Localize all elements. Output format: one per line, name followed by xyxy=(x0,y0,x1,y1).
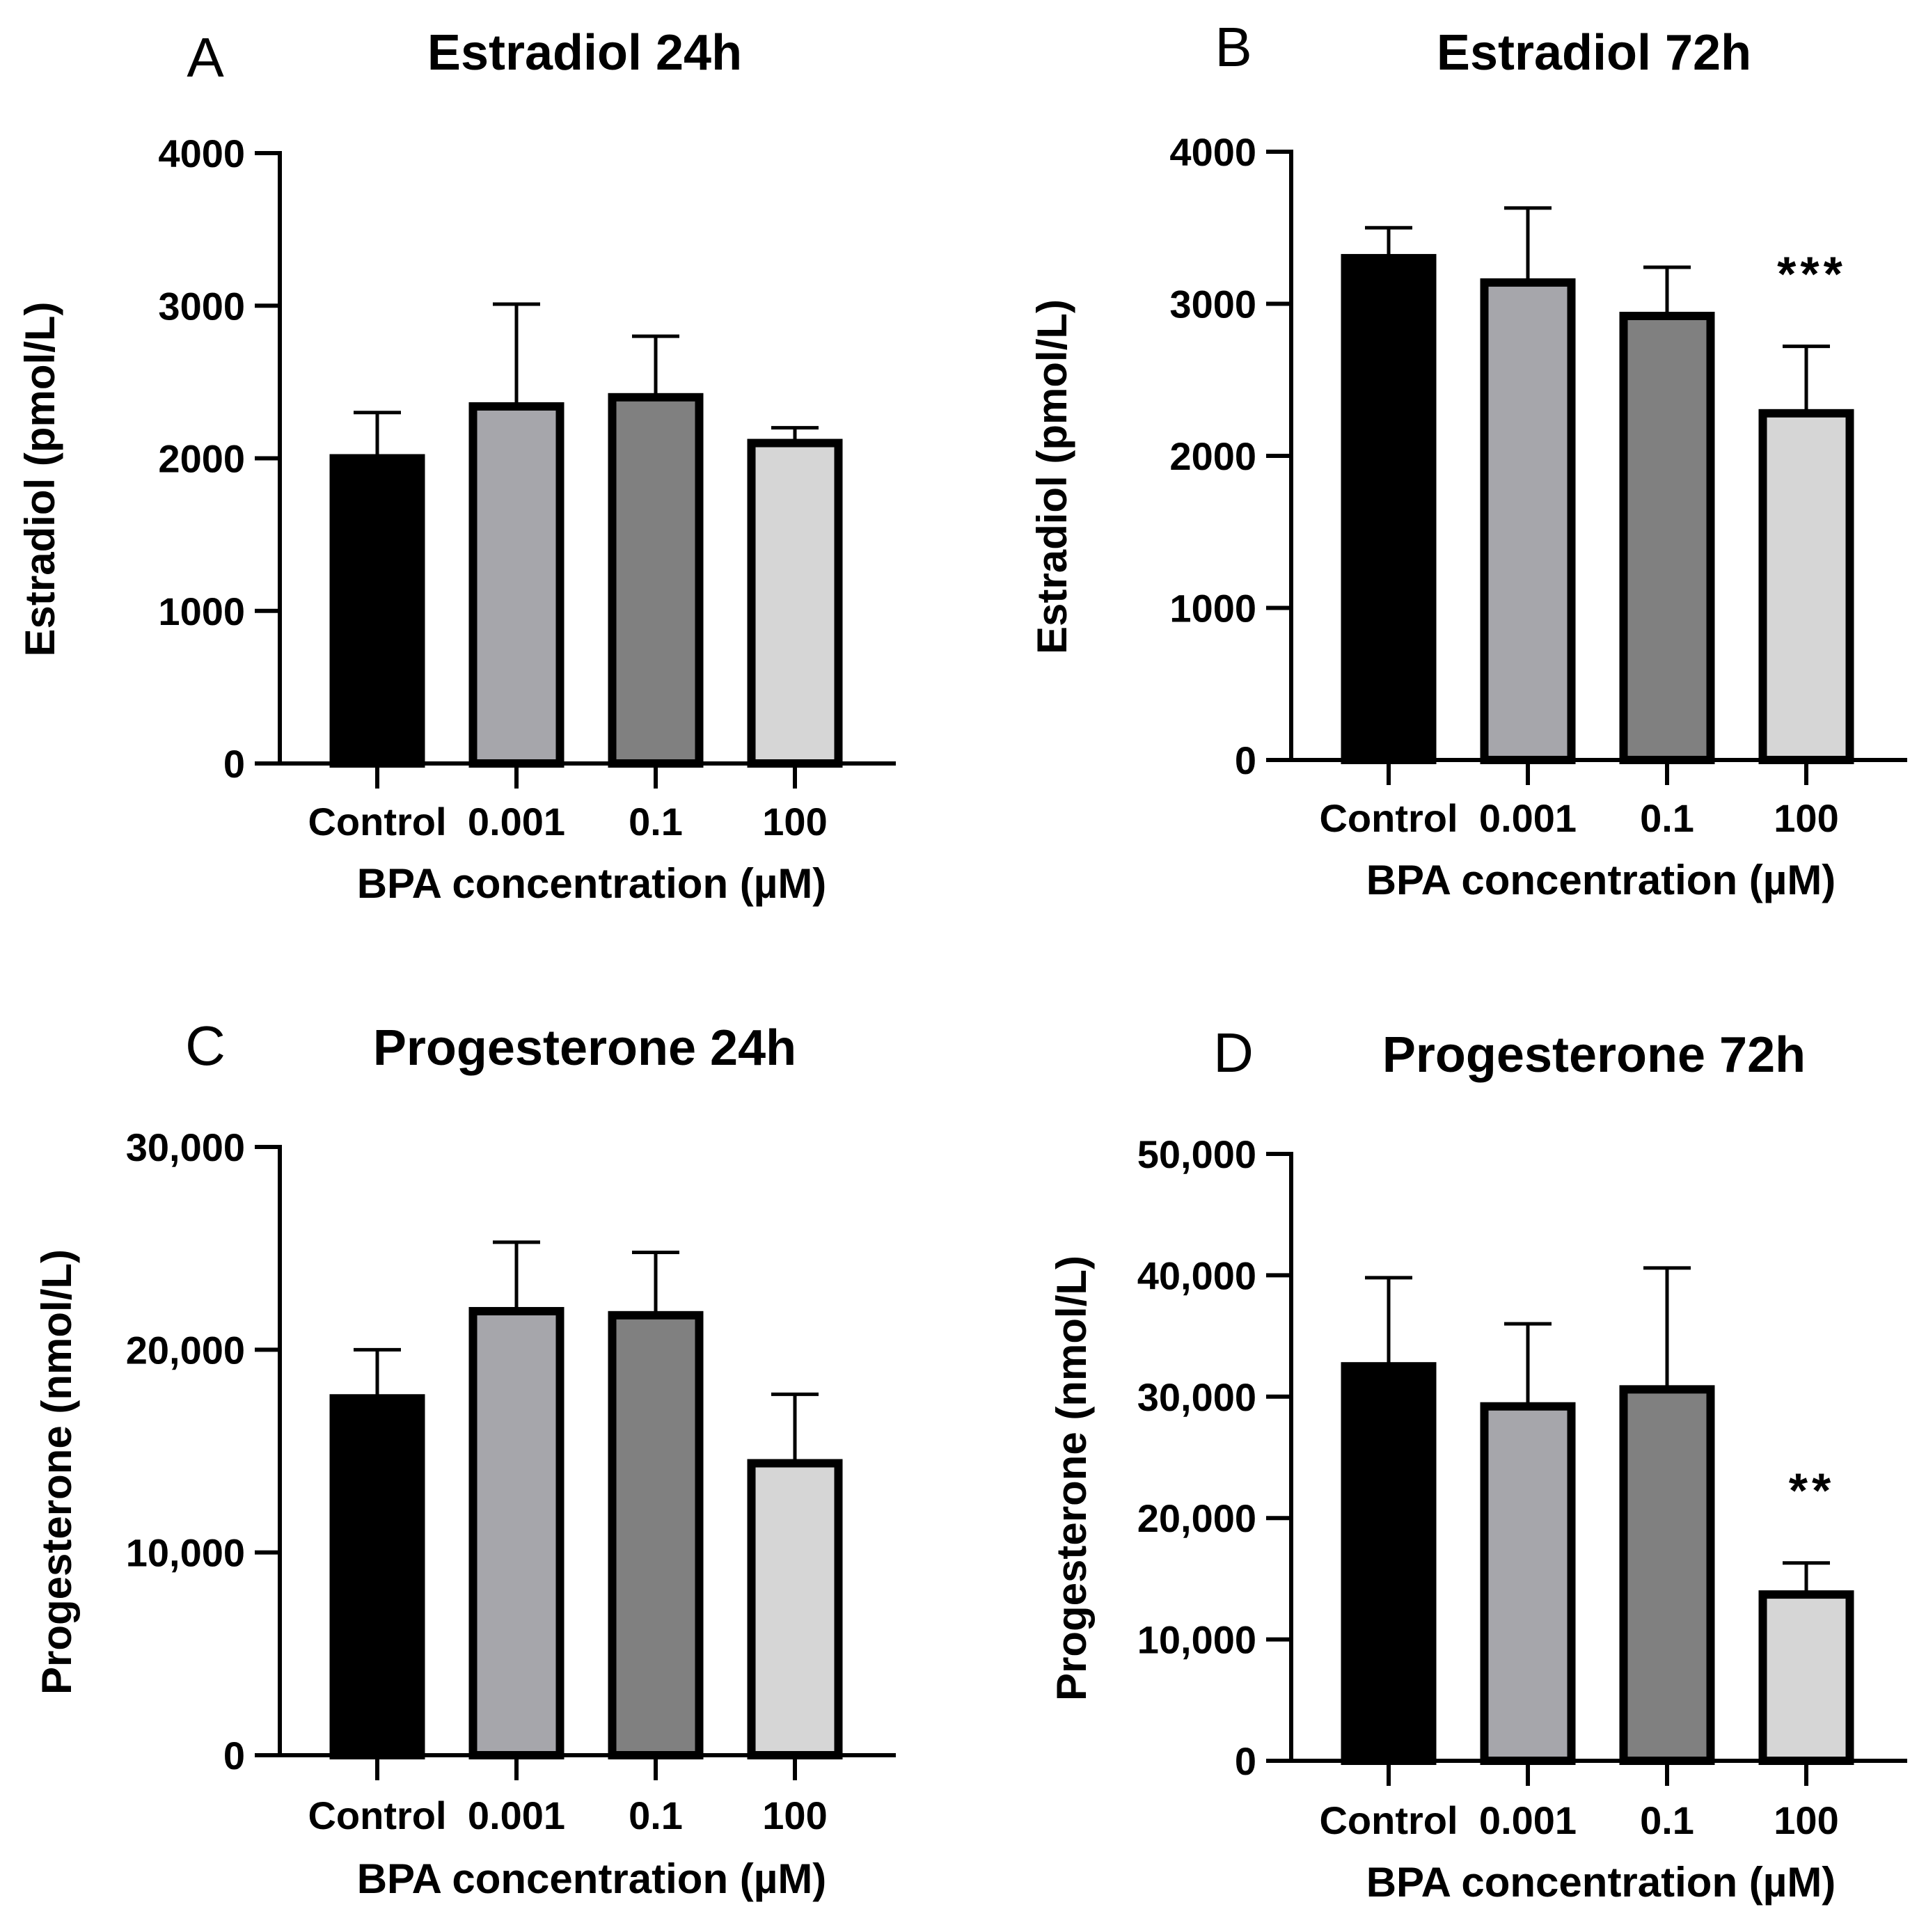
chart-title: Progesterone 72h xyxy=(1382,1027,1806,1083)
category-label: 100 xyxy=(762,800,827,844)
y-axis-label: Estradiol (pmol/L) xyxy=(17,302,63,657)
bar-Control xyxy=(1341,253,1437,764)
category-label: 0.001 xyxy=(1479,796,1577,840)
bar-Control xyxy=(329,454,425,768)
significance-marker: ** xyxy=(1789,1464,1835,1518)
y-tick-label: 10,000 xyxy=(1137,1618,1256,1662)
y-tick-label: 2000 xyxy=(1169,434,1256,478)
y-tick-label: 20,000 xyxy=(1137,1496,1256,1540)
y-tick-label: 30,000 xyxy=(1137,1375,1256,1419)
y-tick-label: 1000 xyxy=(1169,587,1256,631)
bar-0.1 xyxy=(1619,311,1715,765)
y-tick-label: 4000 xyxy=(158,132,245,175)
x-axis-label: BPA concentration (µM) xyxy=(1366,857,1836,903)
category-label: 0.1 xyxy=(629,800,683,844)
chart-panel-c: C Progesterone 24h Control 0.001 0.1 100 0 10,0… xyxy=(33,1015,896,1902)
bar-0.001 xyxy=(1480,1402,1576,1765)
panel-letter: C xyxy=(185,1015,226,1077)
x-axis-label: BPA concentration (µM) xyxy=(357,860,827,907)
y-tick-label: 50,000 xyxy=(1137,1132,1256,1176)
y-tick-label: 2000 xyxy=(158,437,245,481)
chart-title: Estradiol 72h xyxy=(1437,25,1751,81)
significance-marker: *** xyxy=(1777,247,1847,301)
panel-letter: B xyxy=(1215,16,1252,78)
y-tick-label: 40,000 xyxy=(1137,1253,1256,1297)
y-tick-label: 0 xyxy=(223,1734,245,1777)
bar-0.1 xyxy=(608,393,704,768)
bar-100 xyxy=(747,1459,843,1759)
category-label: 0.1 xyxy=(629,1794,683,1837)
category-label: Control xyxy=(1319,1798,1458,1842)
y-tick-label: 0 xyxy=(1235,1739,1256,1783)
y-tick-label: 1000 xyxy=(158,589,245,633)
category-label: Control xyxy=(308,800,446,844)
chart-title: Estradiol 24h xyxy=(427,25,742,81)
chart-title: Progesterone 24h xyxy=(373,1020,796,1076)
bar-100 xyxy=(1758,1590,1854,1766)
y-tick-label: 3000 xyxy=(158,284,245,328)
chart-panel-d: D Progesterone 72h Control 0.001 0.1 100 ** 0 10… xyxy=(1048,1022,1907,1906)
panel-letter: A xyxy=(187,26,224,88)
category-label: 0.1 xyxy=(1640,1798,1694,1842)
y-tick-label: 20,000 xyxy=(126,1328,245,1372)
category-label: 100 xyxy=(762,1794,827,1837)
chart-panel-b: B Estradiol 72h Control 0.001 0.1 100 *** 0 1000… xyxy=(1029,16,1907,903)
y-tick-label: 3000 xyxy=(1169,283,1256,326)
category-label: 0.1 xyxy=(1640,796,1694,840)
bar-0.001 xyxy=(468,1306,565,1759)
category-label: Control xyxy=(1319,796,1458,840)
bar-0.001 xyxy=(468,402,565,768)
bar-Control xyxy=(329,1394,425,1759)
bar-Control xyxy=(1341,1362,1437,1765)
bar-0.1 xyxy=(1619,1385,1715,1766)
y-axis-label: Progesterone (nmol/L) xyxy=(33,1249,80,1695)
category-label: 100 xyxy=(1774,796,1838,840)
category-label: 100 xyxy=(1774,1798,1838,1842)
bar-0.1 xyxy=(608,1311,704,1759)
bar-0.001 xyxy=(1480,278,1576,765)
bar-100 xyxy=(1758,409,1854,764)
y-axis-label: Estradiol (pmol/L) xyxy=(1029,299,1075,654)
y-tick-label: 0 xyxy=(1235,738,1256,782)
y-tick-label: 30,000 xyxy=(126,1125,245,1169)
y-tick-label: 0 xyxy=(223,742,245,786)
y-tick-label: 10,000 xyxy=(126,1531,245,1575)
category-label: 0.001 xyxy=(468,1794,565,1837)
category-label: Control xyxy=(308,1794,446,1837)
category-label: 0.001 xyxy=(1479,1798,1577,1842)
y-tick-label: 4000 xyxy=(1169,130,1256,174)
category-label: 0.001 xyxy=(468,800,565,844)
x-axis-label: BPA concentration (µM) xyxy=(357,1855,827,1902)
panel-letter: D xyxy=(1213,1022,1254,1084)
x-axis-label: BPA concentration (µM) xyxy=(1366,1859,1836,1906)
bar-100 xyxy=(747,438,843,768)
y-axis-label: Progesterone (nmol/L) xyxy=(1048,1256,1095,1701)
